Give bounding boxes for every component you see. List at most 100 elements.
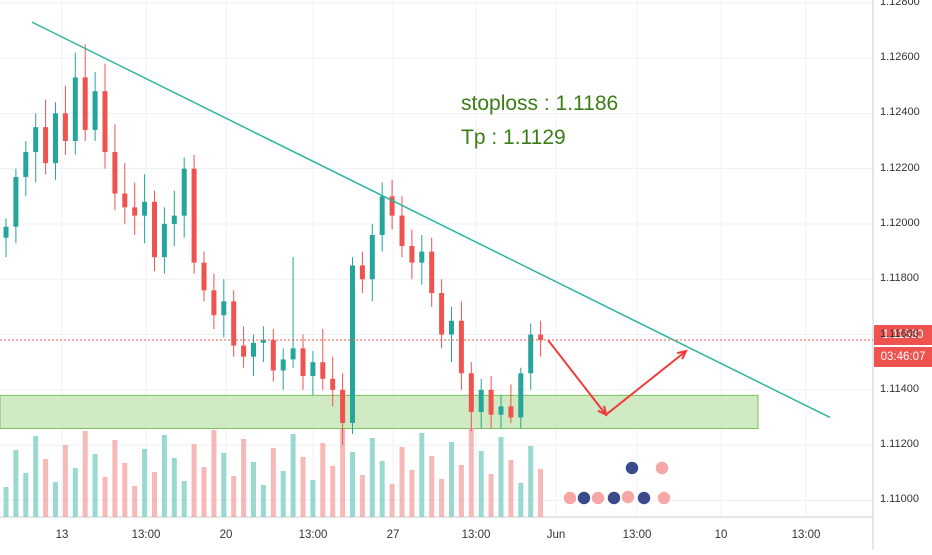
volume-bar bbox=[439, 479, 445, 517]
candle-body bbox=[260, 340, 266, 343]
volume-bar bbox=[82, 431, 88, 517]
candle-body bbox=[191, 168, 197, 263]
volume-bar bbox=[132, 486, 138, 517]
y-tick-label: 1.11800 bbox=[880, 272, 919, 285]
candle-body bbox=[181, 168, 187, 216]
candle-body bbox=[23, 152, 29, 177]
stoploss-annotation: stoploss : 1.1186 bbox=[461, 92, 619, 115]
candle-body bbox=[161, 223, 167, 258]
volume-bar bbox=[320, 443, 326, 517]
candle-body bbox=[449, 320, 454, 335]
projection-arrowhead-down bbox=[597, 405, 608, 417]
candle-body bbox=[211, 290, 217, 316]
volume-bar bbox=[419, 433, 425, 517]
candle-body bbox=[82, 77, 88, 130]
candle-body bbox=[458, 320, 464, 374]
candle-body bbox=[330, 378, 336, 390]
candle-body bbox=[72, 77, 78, 141]
volume-bar bbox=[458, 465, 464, 517]
volume-bar bbox=[270, 448, 276, 517]
calendar-event-icon bbox=[576, 490, 592, 506]
volume-bar bbox=[359, 475, 365, 517]
volume-bar bbox=[310, 480, 316, 517]
candle-body bbox=[43, 127, 49, 164]
candle-body bbox=[359, 265, 365, 280]
volume-bar bbox=[488, 474, 494, 517]
candle-body bbox=[241, 345, 247, 357]
candle-body bbox=[310, 362, 316, 376]
candle-body bbox=[132, 207, 138, 216]
candle-body bbox=[152, 201, 157, 258]
x-tick-label: 13:00 bbox=[131, 529, 161, 541]
volume-bar bbox=[171, 458, 177, 517]
volume-bar bbox=[53, 482, 58, 517]
y-tick-label: 1.12400 bbox=[880, 106, 920, 119]
volume-bar bbox=[241, 439, 247, 517]
volume-bar bbox=[290, 434, 296, 517]
volume-bar bbox=[429, 456, 435, 517]
candle-body bbox=[340, 389, 346, 423]
volume-bar bbox=[538, 469, 544, 517]
projection-arrowhead-up bbox=[677, 349, 688, 360]
y-tick-label: 1.12600 bbox=[880, 51, 920, 64]
volume-bar bbox=[389, 484, 395, 517]
flag-event-icon bbox=[654, 460, 670, 476]
candle-body bbox=[3, 226, 9, 238]
y-tick-label: 1.11600 bbox=[880, 327, 919, 340]
candle-body bbox=[112, 152, 118, 194]
volume-bar bbox=[33, 436, 39, 517]
y-tick-label: 1.12800 bbox=[880, 0, 920, 8]
candle-body bbox=[251, 342, 256, 357]
volume-bar bbox=[350, 452, 355, 517]
candle-body bbox=[389, 196, 395, 216]
candle-body bbox=[468, 373, 474, 412]
volume-bar bbox=[528, 446, 534, 517]
current-price-badge: 1.11580 bbox=[874, 325, 932, 345]
volume-bar bbox=[409, 470, 415, 517]
volume-bar bbox=[161, 435, 167, 517]
x-tick-label: 13:00 bbox=[461, 529, 491, 541]
calendar-event-icon bbox=[656, 490, 672, 506]
candle-body bbox=[409, 246, 415, 263]
volume-bar bbox=[72, 468, 78, 517]
candle-body bbox=[379, 196, 385, 235]
candle-body bbox=[419, 251, 425, 263]
volume-bar bbox=[300, 457, 306, 517]
volume-bar bbox=[92, 454, 98, 517]
candle-body bbox=[33, 127, 39, 153]
candle-body bbox=[369, 235, 375, 280]
candle-body bbox=[171, 215, 177, 224]
candle-body bbox=[538, 334, 544, 341]
candle-body bbox=[498, 406, 504, 415]
volume-bar bbox=[152, 472, 157, 517]
calendar-event-icon bbox=[606, 490, 622, 506]
y-tick-label: 1.12000 bbox=[880, 216, 920, 229]
volume-bar bbox=[478, 451, 484, 517]
x-tick-label: 13:00 bbox=[622, 529, 652, 541]
flag-event-icon bbox=[624, 460, 640, 476]
volume-bar bbox=[62, 445, 68, 517]
candle-body bbox=[488, 389, 494, 415]
support-zone bbox=[0, 394, 759, 430]
candle-body bbox=[92, 91, 98, 130]
candle-body bbox=[13, 176, 19, 227]
x-tick-label: 13:00 bbox=[791, 529, 821, 541]
x-tick-label: 20 bbox=[219, 529, 233, 541]
volume-bar bbox=[181, 481, 187, 517]
candle-body bbox=[231, 301, 237, 346]
y-tick-label: 1.11400 bbox=[880, 382, 919, 395]
volume-bar bbox=[468, 428, 474, 517]
candle-body bbox=[518, 373, 524, 418]
calendar-event-icon bbox=[590, 490, 606, 506]
volume-bar bbox=[260, 485, 266, 517]
volume-bar bbox=[498, 437, 504, 517]
x-tick-label: 27 bbox=[386, 529, 400, 541]
volume-bar bbox=[102, 477, 108, 517]
volume-bar bbox=[112, 440, 118, 517]
candle-body bbox=[201, 262, 207, 291]
volume-bar bbox=[221, 453, 227, 517]
candle-body bbox=[300, 348, 306, 376]
candle-body bbox=[478, 389, 484, 412]
calendar-event-icon bbox=[620, 489, 636, 505]
